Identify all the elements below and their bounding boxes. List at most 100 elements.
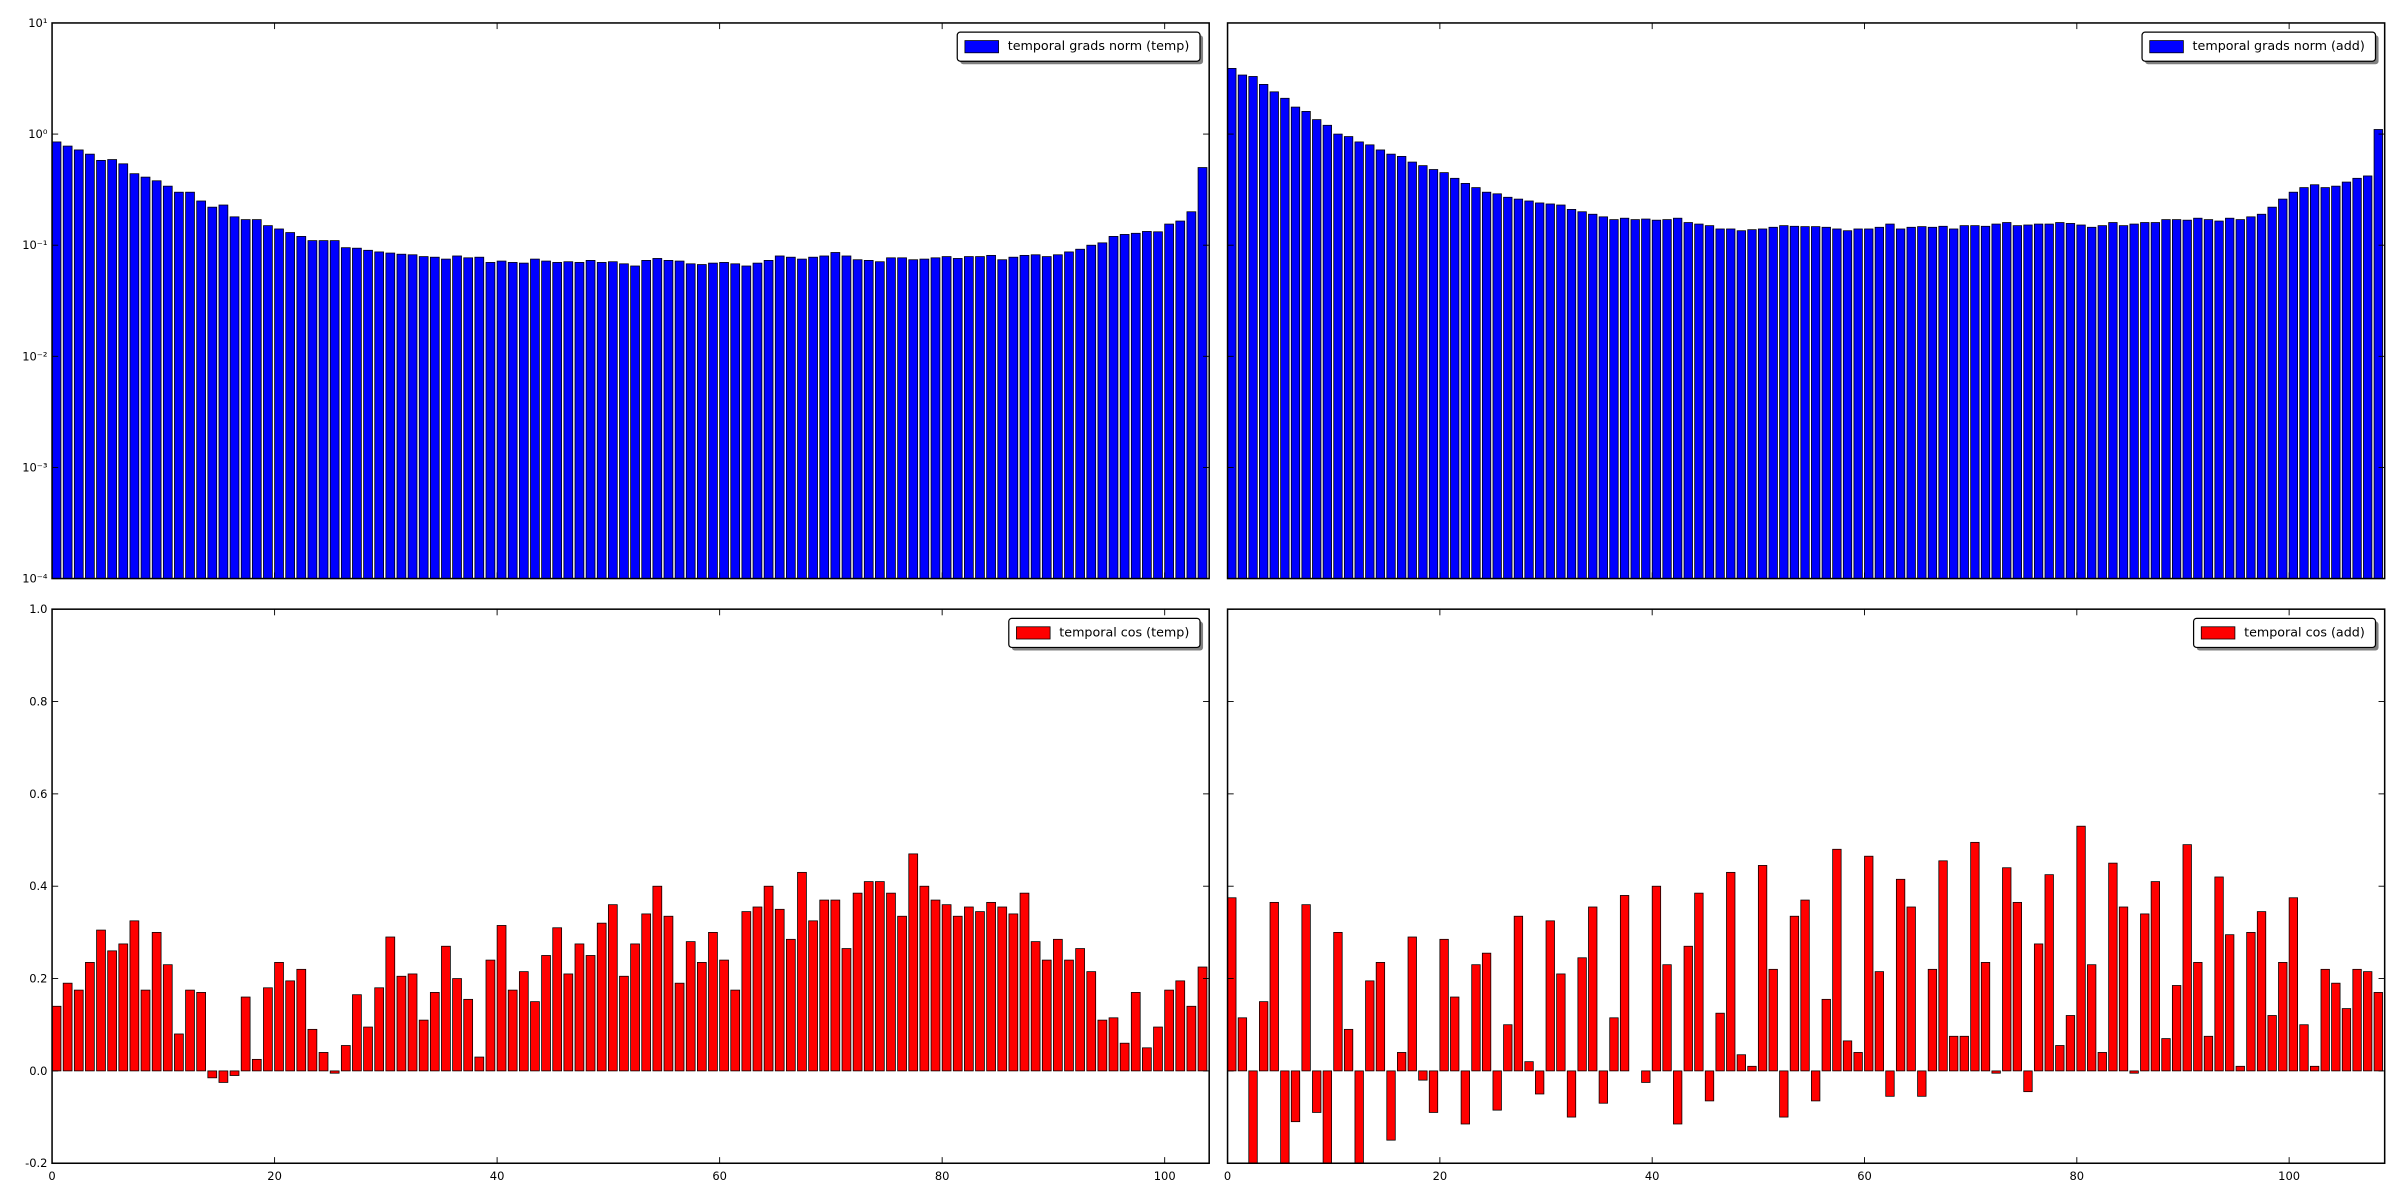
bar <box>1450 177 1460 579</box>
bar <box>630 265 640 579</box>
bar <box>1227 68 1237 579</box>
bar <box>1545 203 1555 579</box>
bar <box>619 263 629 579</box>
bar <box>62 145 73 579</box>
x-tick-label: 20 <box>1433 1169 1448 1183</box>
bar <box>908 259 919 579</box>
bar <box>652 258 663 579</box>
bar <box>2065 223 2076 579</box>
bar <box>2299 187 2309 579</box>
bar <box>1588 906 1598 1072</box>
bar <box>652 885 663 1072</box>
bar <box>1269 901 1279 1072</box>
bar <box>1609 219 1619 579</box>
bar <box>1343 1028 1354 1072</box>
bar <box>85 153 95 579</box>
bar <box>2278 962 2288 1072</box>
bar <box>340 247 351 579</box>
bar <box>496 260 507 579</box>
bar <box>1715 1012 1725 1072</box>
bar <box>329 1070 340 1074</box>
bar <box>2193 217 2203 579</box>
bar <box>2225 934 2235 1072</box>
axes-frame <box>51 22 1210 580</box>
bar <box>1917 1070 1927 1097</box>
bar <box>1492 193 1502 579</box>
bar <box>129 173 140 579</box>
bar <box>1481 952 1492 1072</box>
bar <box>2118 906 2129 1072</box>
bar <box>1053 938 1063 1072</box>
bar <box>263 225 273 579</box>
bar <box>2171 219 2182 579</box>
x-tick-label: 60 <box>712 1169 727 1183</box>
bar <box>1375 149 1386 579</box>
bar <box>2033 223 2044 579</box>
bar <box>1197 966 1208 1072</box>
bar <box>685 263 696 579</box>
bar <box>2267 206 2277 579</box>
legend-label: temporal cos (temp) <box>1059 624 1189 639</box>
bar <box>107 950 117 1072</box>
bar <box>52 1005 62 1072</box>
bar <box>1322 124 1332 579</box>
bar <box>1736 1054 1746 1072</box>
bar <box>1175 220 1186 579</box>
bar <box>774 908 785 1072</box>
bar <box>507 262 518 579</box>
bar <box>1832 848 1842 1072</box>
bar <box>1874 971 1884 1072</box>
bar <box>1662 964 1672 1072</box>
bar <box>1683 945 1693 1072</box>
bar <box>1694 223 1704 579</box>
bar <box>1365 144 1375 579</box>
bar <box>1991 1070 2001 1074</box>
x-tick-label: 100 <box>2278 1169 2300 1183</box>
bar <box>1503 196 1513 579</box>
bar <box>1130 992 1141 1072</box>
bar <box>441 258 451 579</box>
x-tick-label: 40 <box>1645 1169 1660 1183</box>
bar <box>752 906 763 1072</box>
x-tick-label: 80 <box>2070 1169 2085 1183</box>
bar <box>1577 957 1587 1072</box>
bar <box>2150 881 2161 1072</box>
bar <box>407 973 418 1072</box>
bar <box>1227 897 1237 1072</box>
bar <box>1354 141 1364 579</box>
bar <box>1397 155 1407 579</box>
bar <box>607 261 618 579</box>
legend-box <box>2192 617 2377 649</box>
bar <box>830 899 841 1072</box>
bar <box>207 206 218 579</box>
bar <box>852 892 863 1072</box>
bar <box>1008 913 1019 1072</box>
bar <box>1736 230 1746 579</box>
bar <box>1598 1070 1608 1104</box>
y-tick-label: 0.2 <box>29 972 47 986</box>
plot-area <box>52 141 1208 579</box>
y-tick-label: -0.2 <box>25 1156 47 1170</box>
bar <box>1885 223 1895 579</box>
bar <box>1450 996 1460 1072</box>
bar <box>1726 228 1736 579</box>
bar <box>1747 229 1757 579</box>
bar <box>1927 226 1938 579</box>
bar <box>1153 1026 1163 1072</box>
bar <box>1864 228 1874 579</box>
bar <box>863 881 874 1072</box>
bar <box>485 959 496 1072</box>
bar <box>1789 225 1800 579</box>
bar <box>1853 228 1863 579</box>
bar <box>1842 230 1853 579</box>
bar <box>1864 855 1874 1072</box>
bar <box>1757 865 1768 1072</box>
bar <box>2288 191 2299 579</box>
bar <box>663 915 674 1072</box>
bar <box>596 922 607 1072</box>
bar <box>2076 224 2086 579</box>
bar <box>2161 219 2171 579</box>
bar <box>363 1026 373 1072</box>
bar <box>997 906 1008 1072</box>
bar <box>196 992 206 1072</box>
